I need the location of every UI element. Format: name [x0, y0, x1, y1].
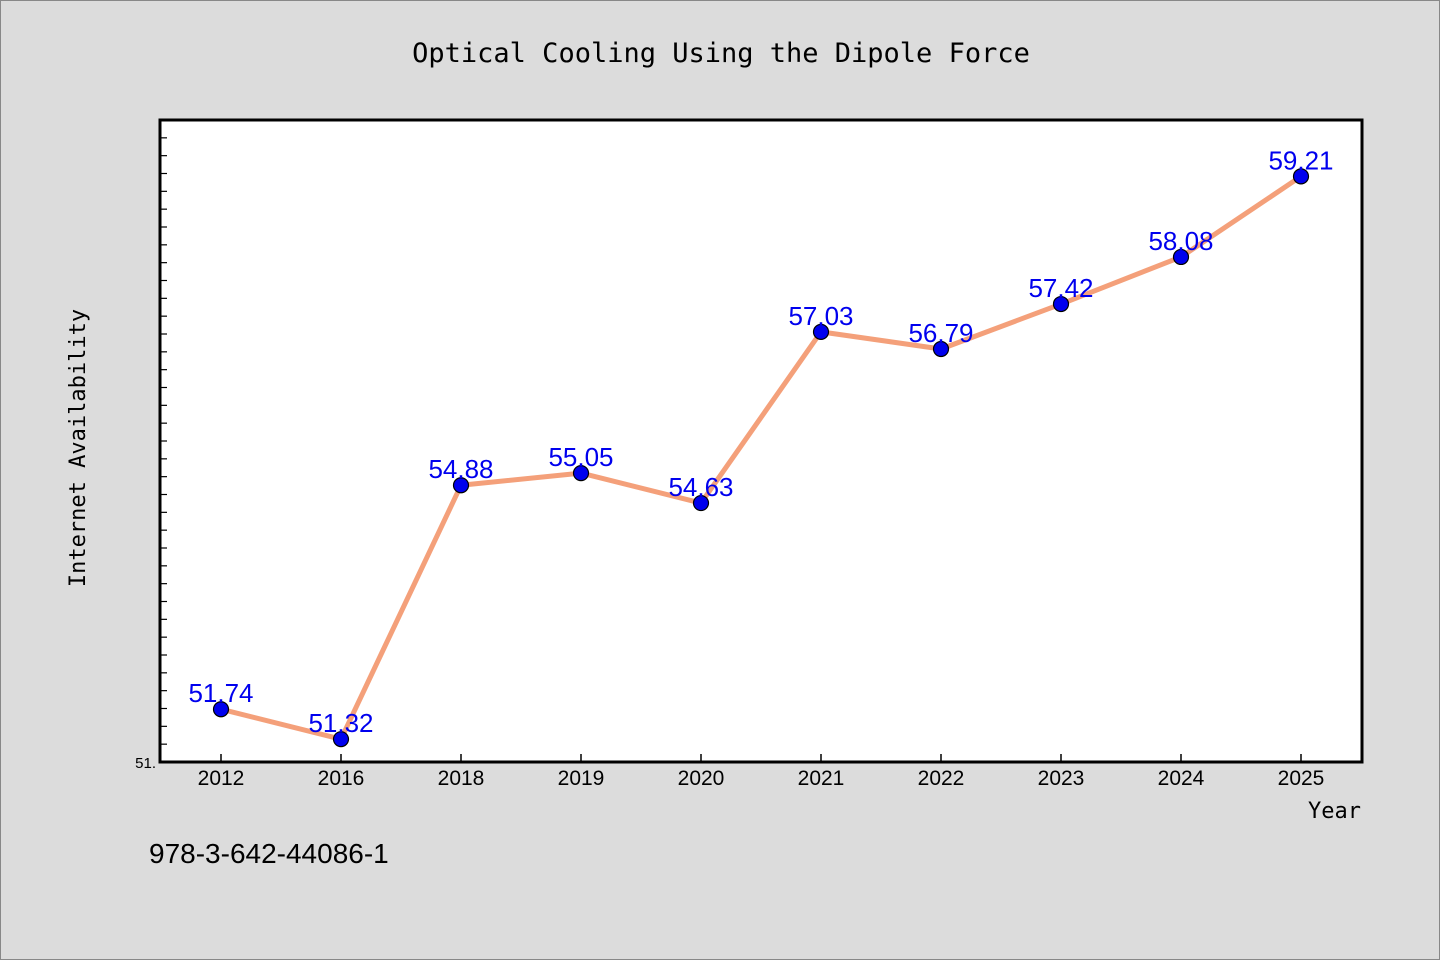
data-label-2024: 58.08	[1148, 226, 1213, 256]
data-label-2025: 59.21	[1268, 145, 1333, 175]
data-point-2012	[212, 701, 230, 718]
data-label-2018: 54.88	[428, 454, 493, 484]
x-tick-label-2022: 2022	[918, 767, 965, 790]
y-axis-ticks	[160, 119, 167, 763]
x-tick-label-2023: 2023	[1038, 767, 1085, 790]
x-tick-label-2019: 2019	[558, 767, 605, 790]
data-point-2016	[332, 731, 350, 748]
data-label-2019: 55.05	[548, 442, 613, 472]
x-tick-label-2020: 2020	[678, 767, 725, 790]
data-label-2020: 54.63	[668, 472, 733, 502]
plot-area	[158, 118, 1364, 764]
data-label-2022: 56.79	[908, 318, 973, 348]
data-label-2012: 51.74	[188, 678, 253, 708]
data-label-2023: 57.42	[1028, 273, 1093, 303]
series-group: 51.74 51.32 54.88 55.05 54.63 57.03 56.79 57.42…	[188, 145, 1334, 748]
y-axis-min-label: 51.	[135, 755, 156, 772]
y-axis-label: Internet Availability	[66, 309, 91, 587]
data-point-2025	[1292, 168, 1310, 185]
x-axis-ticks	[220, 754, 1302, 762]
isbn-label: 978-3-642-44086-1	[149, 838, 389, 869]
x-axis-tick-labels: 2012 2016 2018 2019 2020 2021 2022 2023 2024 2025	[198, 767, 1325, 790]
x-tick-label-2021: 2021	[798, 767, 845, 790]
data-label-2021: 57.03	[788, 301, 853, 331]
data-point-2021	[812, 323, 830, 340]
data-label-2016: 51.32	[308, 708, 373, 738]
x-axis-label: Year	[1308, 799, 1361, 824]
x-tick-label-2016: 2016	[318, 767, 365, 790]
chart-title: Optical Cooling Using the Dipole Force	[412, 38, 1030, 69]
data-point-2019	[572, 465, 590, 482]
x-tick-label-2025: 2025	[1278, 767, 1325, 790]
data-point-2023	[1052, 295, 1070, 313]
data-point-2022	[932, 340, 950, 358]
data-point-2020	[692, 494, 710, 512]
data-point-2018	[452, 477, 470, 494]
data-point-2024	[1172, 248, 1190, 266]
x-tick-label-2018: 2018	[438, 767, 485, 790]
series-line-0	[218, 173, 1304, 742]
x-tick-label-2012: 2012	[198, 767, 245, 790]
x-tick-label-2024: 2024	[1158, 767, 1205, 790]
